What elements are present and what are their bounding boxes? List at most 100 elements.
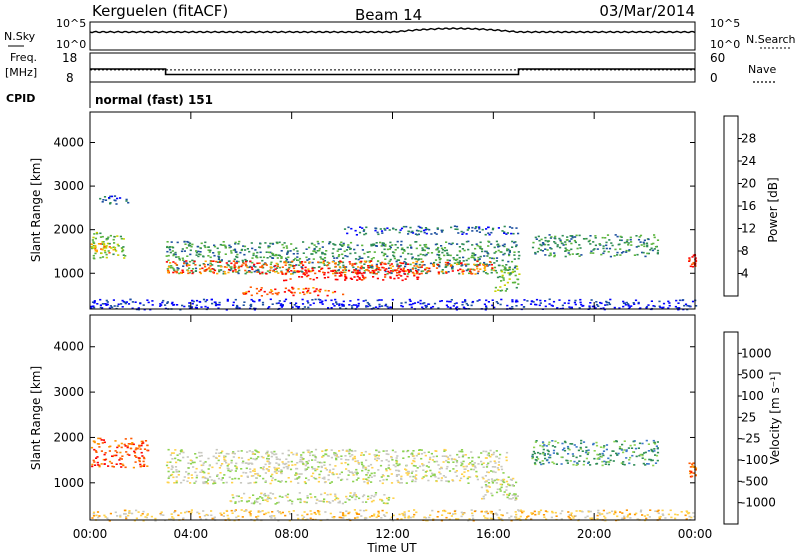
echo-cell <box>443 247 447 249</box>
echo-cell <box>130 437 133 440</box>
echo-cell <box>105 256 108 259</box>
echo-cell <box>107 236 110 239</box>
echo-cell <box>445 467 448 470</box>
echo-cell <box>381 474 384 476</box>
echo-cell <box>384 303 388 306</box>
echo-cell <box>390 272 393 274</box>
echo-cell <box>482 466 485 468</box>
echo-cell <box>315 277 319 279</box>
echo-cell <box>579 448 583 450</box>
echo-cell <box>314 496 317 498</box>
freq-tick-top: 18 <box>62 51 77 65</box>
echo-cell <box>263 513 266 516</box>
echo-cell <box>511 246 514 248</box>
echo-cell <box>262 466 265 468</box>
echo-cell <box>614 234 617 236</box>
echo-cell <box>433 474 436 476</box>
echo-cell <box>324 511 327 513</box>
echo-cell <box>440 245 443 247</box>
echo-cell <box>341 253 344 256</box>
echo-cell <box>534 441 537 443</box>
echo-cell <box>191 268 195 270</box>
echo-cell <box>493 252 496 254</box>
echo-cell <box>462 260 465 262</box>
echo-cell <box>114 248 117 251</box>
echo-cell <box>202 481 205 483</box>
echo-cell <box>414 480 417 483</box>
echo-cell <box>117 245 120 247</box>
echo-cell <box>538 239 541 242</box>
echo-cell <box>623 241 626 244</box>
echo-cell <box>517 509 520 511</box>
echo-cell <box>354 252 357 254</box>
echo-cell <box>432 263 435 266</box>
echo-cell <box>422 254 425 256</box>
echo-cell <box>397 473 400 476</box>
echo-cell <box>300 473 303 475</box>
echo-cell <box>165 261 168 263</box>
echo-cell <box>461 243 464 245</box>
echo-cell <box>637 301 640 304</box>
echo-cell <box>395 475 398 477</box>
echo-cell <box>581 510 584 513</box>
echo-cell <box>383 269 386 271</box>
echo-cell <box>486 512 490 515</box>
echo-cell <box>416 265 419 267</box>
echo-cell <box>379 262 382 264</box>
echo-cell <box>125 515 128 518</box>
echo-cell <box>289 302 292 304</box>
echo-cell <box>286 271 289 273</box>
echo-cell <box>531 300 534 303</box>
echo-cell <box>386 305 389 308</box>
echo-cell <box>328 262 331 264</box>
echo-cell <box>338 450 341 452</box>
echo-cell <box>505 288 509 290</box>
echo-cell <box>196 511 199 514</box>
echo-cell <box>435 248 438 251</box>
echo-cell <box>324 299 327 302</box>
echo-cell <box>417 452 420 455</box>
echo-cell <box>253 468 256 470</box>
echo-cell <box>238 307 241 309</box>
echo-cell <box>503 252 506 255</box>
echo-cell <box>270 289 273 291</box>
echo-cell <box>462 231 465 234</box>
echo-cell <box>94 244 97 247</box>
echo-cell <box>560 518 563 520</box>
echo-cell <box>423 302 426 304</box>
echo-cell <box>334 454 337 457</box>
echo-cell <box>340 458 343 460</box>
echo-cell <box>187 467 190 469</box>
echo-cell <box>103 441 106 444</box>
echo-cell <box>321 300 324 303</box>
echo-cell <box>264 242 267 244</box>
echo-cell <box>306 513 309 516</box>
echo-cell <box>402 450 405 453</box>
echo-cell <box>221 450 224 453</box>
echo-cell <box>212 260 215 262</box>
echo-cell <box>428 270 431 272</box>
echo-cell <box>269 482 272 485</box>
echo-cell <box>312 258 315 260</box>
echo-cell <box>202 482 205 485</box>
echo-cell <box>359 509 362 512</box>
echo-cell <box>211 517 214 520</box>
echo-cell <box>296 498 300 501</box>
echo-cell <box>330 270 333 272</box>
echo-cell <box>584 451 588 454</box>
echo-cell <box>319 470 323 473</box>
echo-cell <box>146 299 149 301</box>
echo-cell <box>317 261 320 263</box>
echo-cell <box>236 271 239 273</box>
echo-cell <box>132 443 135 446</box>
echo-cell <box>134 461 137 463</box>
echo-cell <box>486 517 489 520</box>
echo-cell <box>186 480 189 483</box>
echo-cell <box>111 465 114 468</box>
echo-cell <box>486 252 489 254</box>
echo-cell <box>327 307 330 309</box>
echo-cell <box>542 514 546 516</box>
echo-cell <box>620 448 623 450</box>
colorbar-tick-label: 8 <box>741 244 749 258</box>
